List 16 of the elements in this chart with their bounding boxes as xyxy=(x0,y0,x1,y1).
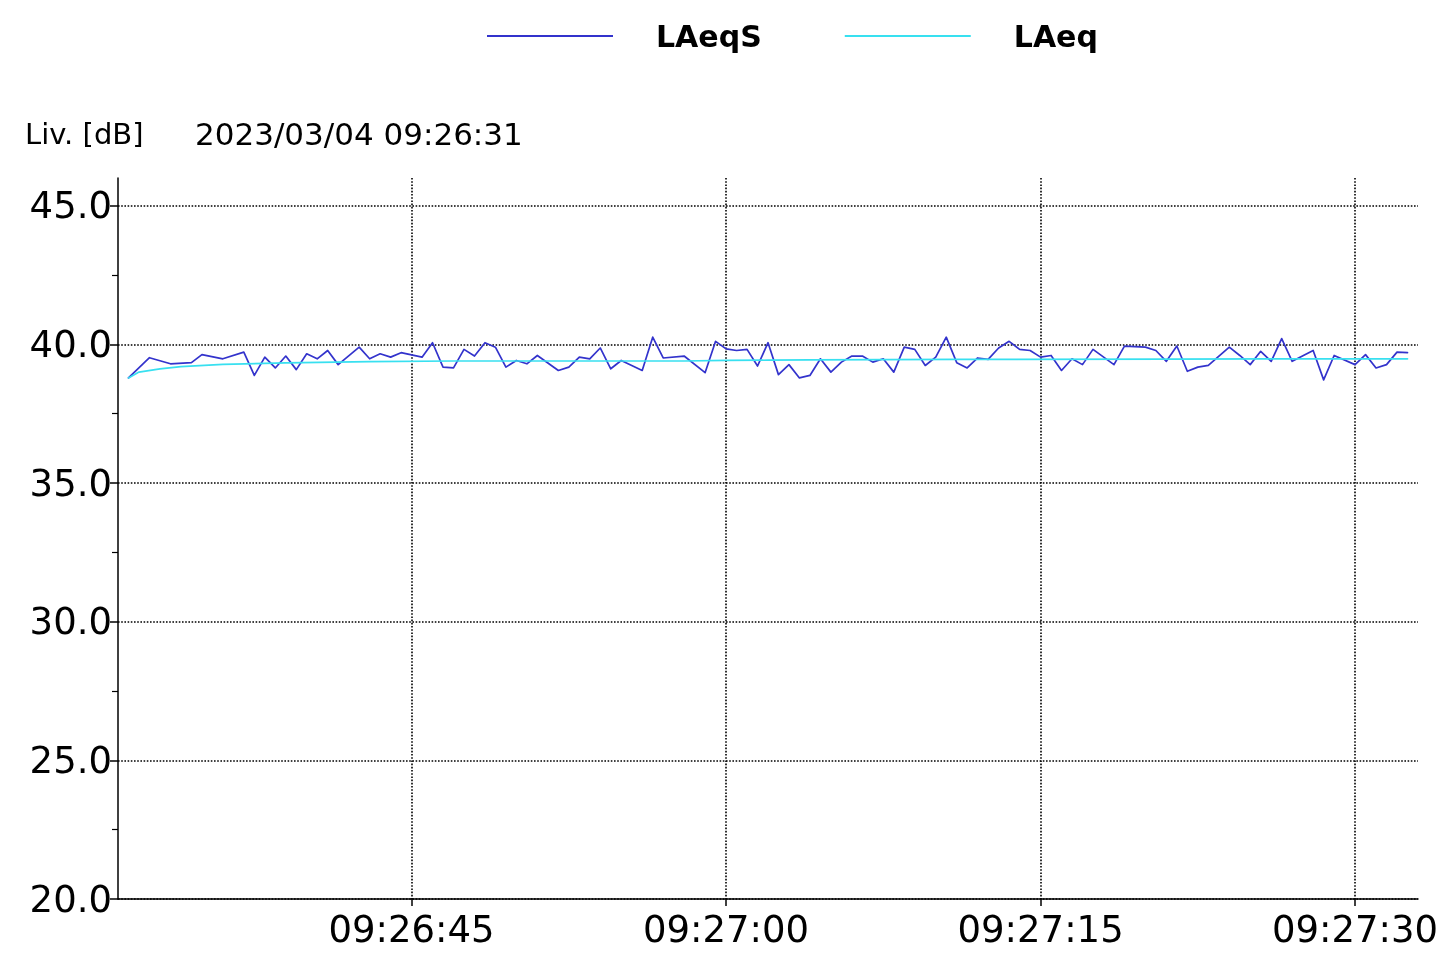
line-series xyxy=(127,336,1409,381)
y-tick-label: 30.0 xyxy=(29,600,112,644)
y-tick-label: 25.0 xyxy=(29,738,112,782)
legend-label: LAeqS xyxy=(656,18,762,54)
x-tick-label: 09:26:45 xyxy=(328,908,495,951)
x-tick-label: 09:27:15 xyxy=(957,908,1124,951)
y-tick-label: 40.0 xyxy=(29,322,112,366)
y-tick-label: 35.0 xyxy=(29,461,112,505)
y-axis-title: Liv. [dB] xyxy=(25,116,144,151)
chart-subtitle: 2023/03/04 09:26:31 xyxy=(195,115,523,152)
legend-label: LAeq xyxy=(1013,18,1098,54)
y-tick-label: 45.0 xyxy=(29,184,112,228)
x-tick-label: 09:27:00 xyxy=(642,908,810,951)
x-tick-label: 09:27:30 xyxy=(1271,908,1439,951)
line-series xyxy=(127,357,1409,379)
y-tick-label: 20.0 xyxy=(29,877,112,921)
